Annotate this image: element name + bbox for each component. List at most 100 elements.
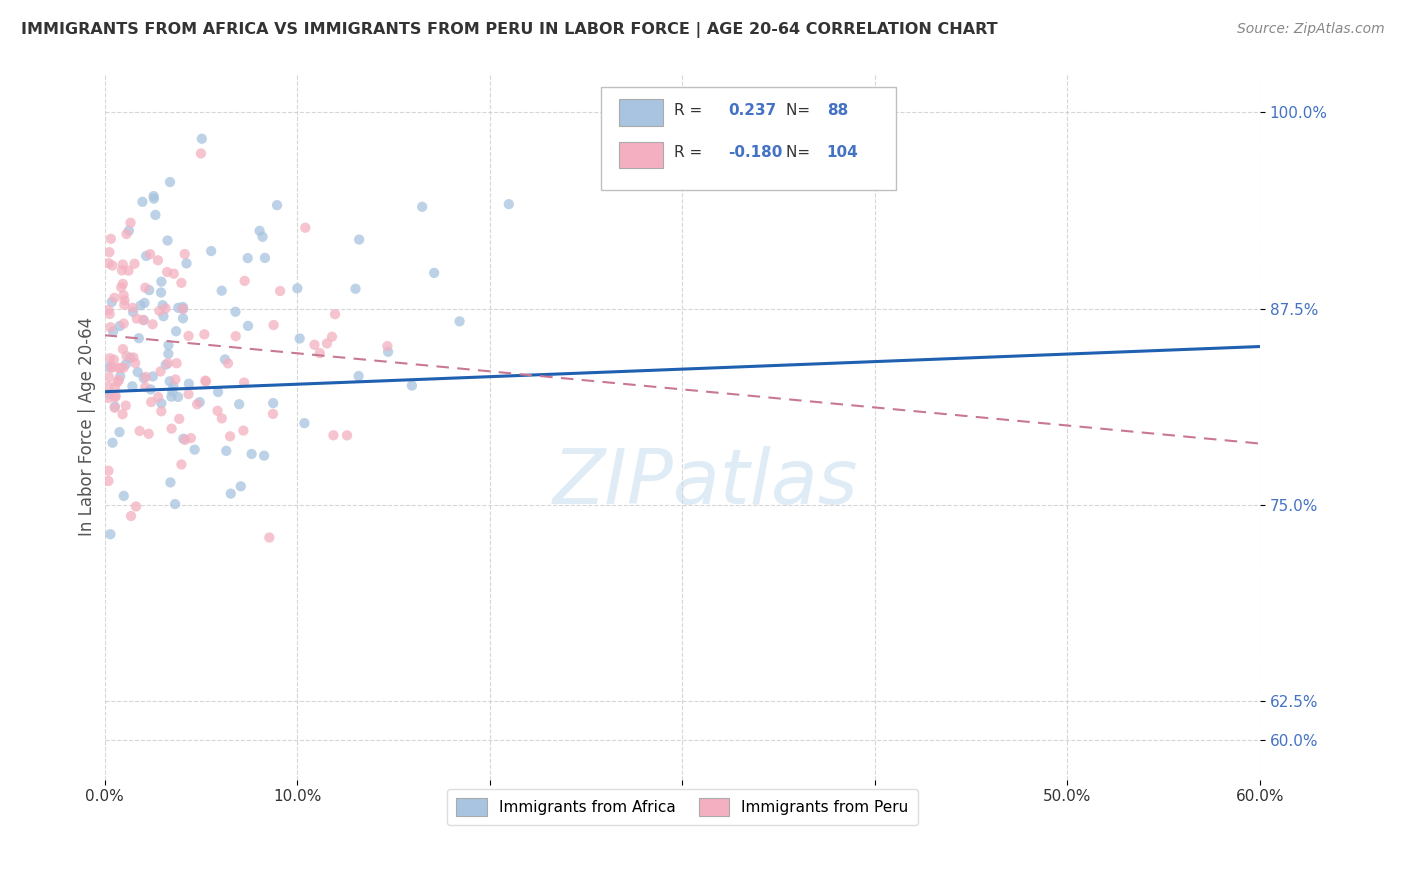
Point xyxy=(377,344,399,359)
Point xyxy=(180,431,202,445)
Point xyxy=(104,401,127,415)
Point xyxy=(134,281,156,295)
Point xyxy=(111,407,134,421)
Point xyxy=(142,318,165,332)
Point xyxy=(101,294,124,309)
Point xyxy=(157,338,180,352)
Point xyxy=(186,397,208,411)
Point xyxy=(115,349,138,363)
Point xyxy=(170,458,193,472)
Point xyxy=(141,395,163,409)
Point xyxy=(156,234,179,248)
Point xyxy=(167,390,190,404)
Text: -0.180: -0.180 xyxy=(728,145,783,161)
Point xyxy=(132,313,155,327)
Point xyxy=(108,361,131,376)
Point xyxy=(108,369,131,384)
Point xyxy=(101,435,124,450)
Point xyxy=(101,325,124,339)
Point xyxy=(124,356,146,370)
Point xyxy=(97,474,120,488)
Text: R =: R = xyxy=(675,145,707,161)
Point xyxy=(142,369,165,384)
Point xyxy=(377,339,399,353)
Point xyxy=(107,375,129,389)
Point xyxy=(121,301,143,315)
Point xyxy=(232,424,254,438)
Point xyxy=(135,370,157,384)
Point xyxy=(97,256,120,270)
Point xyxy=(172,300,194,314)
Point xyxy=(159,374,181,388)
Point xyxy=(112,489,135,503)
Point xyxy=(125,500,148,514)
Point xyxy=(120,509,142,524)
Point xyxy=(110,280,132,294)
Point xyxy=(170,276,193,290)
Point xyxy=(111,263,134,277)
Point xyxy=(159,475,181,490)
Point xyxy=(172,301,194,316)
Point xyxy=(111,277,134,291)
Point xyxy=(114,358,136,372)
Point xyxy=(159,175,181,189)
Point xyxy=(148,303,170,318)
Point xyxy=(194,375,217,389)
Text: 88: 88 xyxy=(827,103,848,118)
Point xyxy=(138,283,160,297)
Point xyxy=(134,380,156,394)
Point xyxy=(135,249,157,263)
Point xyxy=(157,347,180,361)
Point xyxy=(411,200,433,214)
Point xyxy=(101,259,124,273)
Point xyxy=(166,356,188,370)
Point xyxy=(172,432,194,446)
Point xyxy=(167,412,190,426)
Point xyxy=(104,380,127,394)
Point xyxy=(117,263,139,277)
Point xyxy=(98,351,121,366)
Point xyxy=(150,275,173,289)
Point xyxy=(167,301,190,315)
Point xyxy=(138,426,160,441)
Point xyxy=(262,396,284,410)
Point xyxy=(97,302,120,317)
Point xyxy=(104,390,127,404)
Point xyxy=(122,305,145,319)
Legend: Immigrants from Africa, Immigrants from Peru: Immigrants from Africa, Immigrants from … xyxy=(447,789,918,825)
Point xyxy=(100,232,122,246)
Point xyxy=(120,216,142,230)
Point xyxy=(200,244,222,258)
Point xyxy=(139,247,162,261)
Point xyxy=(225,329,247,343)
Point xyxy=(322,428,344,442)
Point xyxy=(228,397,250,411)
Point xyxy=(98,370,121,384)
Point xyxy=(321,330,343,344)
FancyBboxPatch shape xyxy=(619,142,662,169)
Point xyxy=(118,351,141,365)
Point xyxy=(347,369,370,384)
Point xyxy=(347,233,370,247)
Point xyxy=(146,390,169,404)
Point xyxy=(269,284,291,298)
Point xyxy=(165,324,187,338)
Point xyxy=(219,429,242,443)
Point xyxy=(111,258,134,272)
Point xyxy=(100,360,122,375)
Text: 104: 104 xyxy=(827,145,859,161)
Point xyxy=(191,132,214,146)
Point xyxy=(215,443,238,458)
Point xyxy=(134,296,156,310)
Point xyxy=(114,399,136,413)
Point xyxy=(252,229,274,244)
Point xyxy=(149,364,172,378)
Point xyxy=(323,307,346,321)
Point xyxy=(233,274,256,288)
Point xyxy=(172,311,194,326)
Point xyxy=(294,220,316,235)
Text: Source: ZipAtlas.com: Source: ZipAtlas.com xyxy=(1237,22,1385,37)
Point xyxy=(188,395,211,409)
Point xyxy=(344,282,367,296)
Point xyxy=(176,256,198,270)
